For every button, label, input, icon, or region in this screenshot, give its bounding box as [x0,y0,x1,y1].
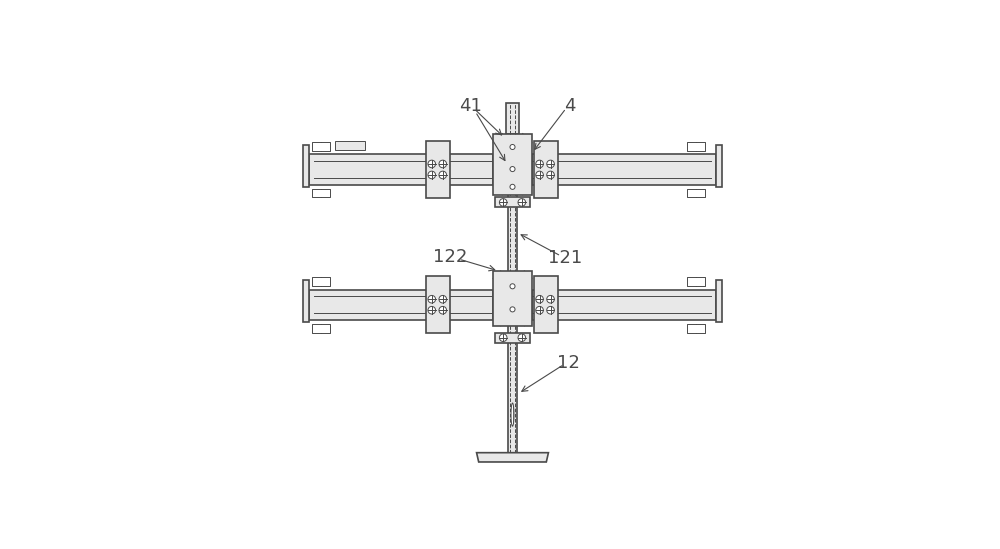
Circle shape [439,171,447,179]
FancyBboxPatch shape [716,144,722,187]
FancyBboxPatch shape [426,141,450,198]
Text: 121: 121 [548,249,582,267]
Circle shape [547,171,554,179]
Circle shape [536,295,543,303]
Circle shape [536,160,543,168]
Circle shape [518,199,526,206]
Circle shape [536,306,543,314]
FancyBboxPatch shape [532,289,716,320]
Circle shape [510,166,515,172]
Circle shape [518,334,526,341]
FancyBboxPatch shape [534,276,558,333]
Polygon shape [477,453,548,462]
Circle shape [499,199,507,206]
FancyBboxPatch shape [506,103,519,133]
Text: 12: 12 [557,354,580,372]
Circle shape [439,160,447,168]
FancyBboxPatch shape [495,333,530,343]
FancyBboxPatch shape [335,141,365,150]
FancyBboxPatch shape [532,154,716,184]
Circle shape [439,295,447,303]
FancyBboxPatch shape [303,280,309,322]
Circle shape [499,334,507,341]
Circle shape [428,295,436,303]
Circle shape [510,184,515,189]
Text: 41: 41 [459,97,482,115]
Ellipse shape [511,403,514,426]
FancyBboxPatch shape [309,154,493,184]
FancyBboxPatch shape [493,133,532,195]
Circle shape [536,171,543,179]
Circle shape [428,306,436,314]
FancyBboxPatch shape [426,276,450,333]
Circle shape [428,160,436,168]
FancyBboxPatch shape [534,141,558,198]
FancyBboxPatch shape [303,144,309,187]
FancyBboxPatch shape [495,197,530,208]
Circle shape [428,171,436,179]
Circle shape [510,307,515,312]
FancyBboxPatch shape [508,106,517,453]
Circle shape [510,284,515,289]
FancyBboxPatch shape [309,289,493,320]
FancyBboxPatch shape [716,280,722,322]
Circle shape [439,306,447,314]
Circle shape [547,295,554,303]
Text: 4: 4 [564,97,575,115]
Circle shape [510,144,515,149]
Circle shape [547,160,554,168]
Circle shape [547,306,554,314]
Text: 122: 122 [433,248,467,266]
FancyBboxPatch shape [493,271,532,326]
